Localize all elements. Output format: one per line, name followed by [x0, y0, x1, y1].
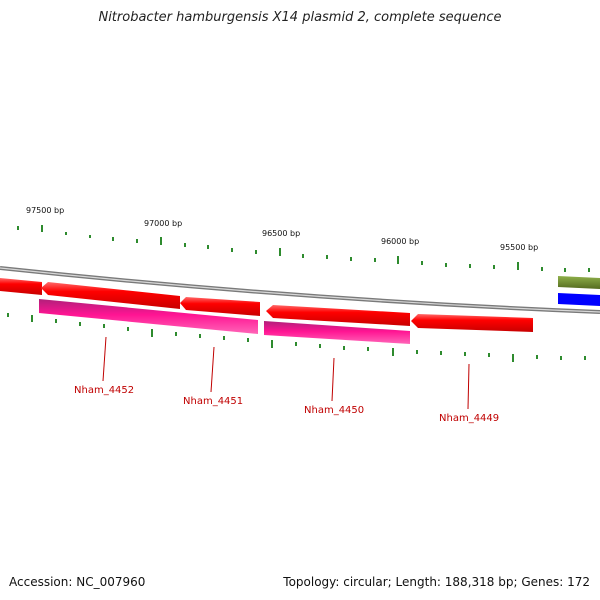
gene-bar	[39, 299, 258, 334]
gene-bar	[264, 321, 410, 344]
cds-arrow	[411, 314, 533, 332]
map-title: Nitrobacter hamburgensis X14 plasmid 2, …	[98, 10, 502, 25]
outer-tick-marks	[17, 225, 590, 272]
ruler-label: 97500 bp	[26, 206, 64, 215]
blue-feature	[558, 293, 600, 306]
green-feature	[558, 276, 600, 289]
gene-label: Nham_4452	[74, 385, 134, 396]
accession-text: Accession: NC_007960	[9, 575, 146, 589]
gene-track	[39, 299, 410, 344]
label-leaders	[102, 336, 470, 410]
cds-arrow	[266, 305, 410, 326]
inner-tick-marks	[7, 313, 586, 362]
ruler-label: 96500 bp	[262, 229, 300, 238]
ruler-label: 96000 bp	[381, 237, 419, 246]
gene-label: Nham_4450	[304, 405, 364, 416]
ruler-label: 95500 bp	[500, 243, 538, 252]
sequence-summary-text: Topology: circular; Length: 188,318 bp; …	[283, 575, 590, 589]
cds-arrow	[180, 297, 260, 316]
gene-label: Nham_4451	[183, 396, 243, 407]
cds-arrow	[0, 278, 42, 295]
gene-label: Nham_4449	[439, 413, 499, 424]
cds-track	[0, 278, 533, 332]
cds-arrow	[41, 282, 180, 309]
ruler-label: 97000 bp	[144, 219, 182, 228]
